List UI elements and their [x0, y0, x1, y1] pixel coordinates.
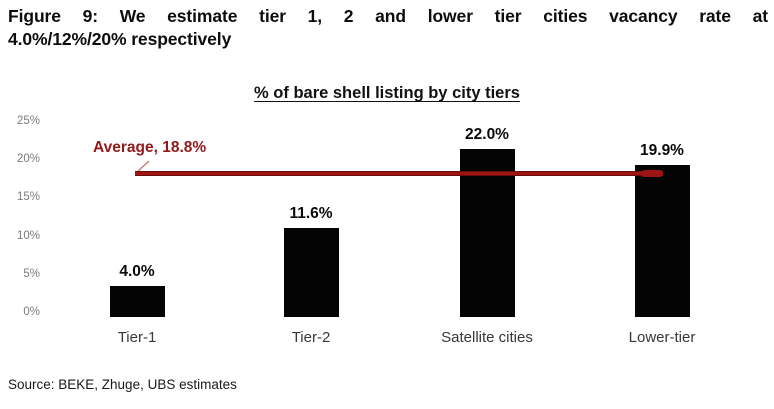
- x-tick-label-satellite-cities: Satellite cities: [441, 329, 533, 346]
- y-tick-label-10: 10%: [16, 229, 40, 242]
- bar-lower-tier: [634, 164, 690, 317]
- y-tick-label-0: 0%: [23, 306, 40, 318]
- figure-title-line1: Figure 9: We estimate tier 1, 2 and lowe…: [8, 6, 768, 26]
- source-note: Source: BEKE, Zhuge, UBS estimates: [8, 377, 237, 392]
- value-label-lower-tier: 19.9%: [640, 141, 684, 159]
- bar-tier-2: [283, 228, 339, 317]
- average-line-label: Average, 18.8%: [93, 139, 207, 156]
- value-label-satellite-cities: 22.0%: [465, 125, 509, 143]
- average-line-endcap: [641, 169, 663, 177]
- y-tick-label-25: 25%: [16, 114, 40, 127]
- x-tick-label-tier-1: Tier-1: [117, 329, 157, 346]
- value-label-tier-2: 11.6%: [289, 205, 333, 223]
- chart-title: % of bare shell listing by city tiers: [254, 84, 520, 102]
- figure-title-line2: 4.0%/12%/20% respectively: [8, 29, 232, 50]
- value-label-tier-1: 4.0%: [119, 263, 155, 281]
- x-tick-label-lower-tier: Lower-tier: [628, 329, 696, 346]
- bar-tier-1: [109, 286, 165, 317]
- bar-satellite-cities: [459, 148, 515, 317]
- average-line: [135, 170, 663, 176]
- y-tick-label-5: 5%: [23, 267, 40, 280]
- y-tick-label-15: 15%: [16, 191, 40, 204]
- figure-title: Figure 9: We estimate tier 1, 2 and lowe…: [8, 5, 768, 51]
- x-tick-label-tier-2: Tier-2: [291, 329, 331, 346]
- y-tick-label-20: 20%: [16, 153, 40, 165]
